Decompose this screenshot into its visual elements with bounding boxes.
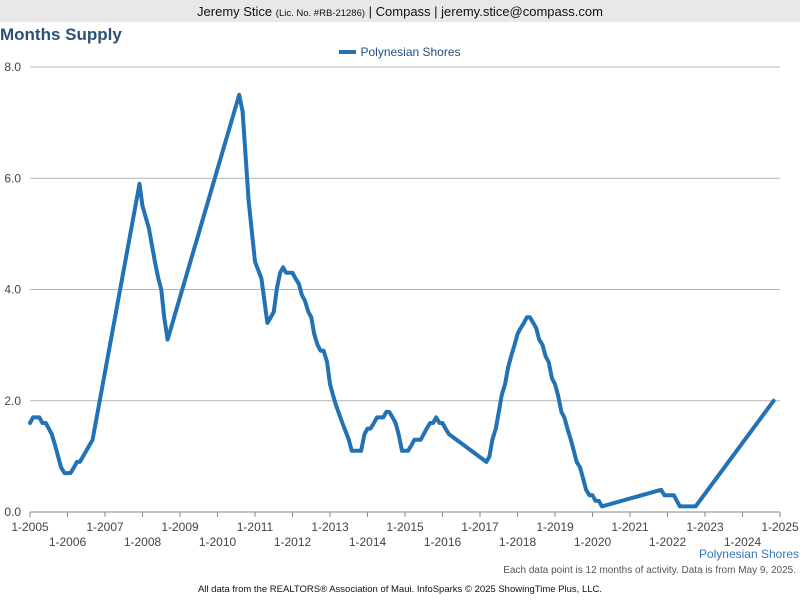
x-tick-label: 1-2005: [11, 520, 49, 534]
x-tick-label: 1-2009: [161, 520, 199, 534]
x-tick-label: 1-2022: [649, 535, 687, 549]
x-tick-label: 1-2006: [49, 535, 87, 549]
data-note: Each data point is 12 months of activity…: [503, 565, 796, 576]
x-tick-label: 1-2010: [199, 535, 237, 549]
x-tick-label: 1-2024: [724, 535, 762, 549]
agent-name: Jeremy Stice: [197, 4, 273, 19]
x-tick-label: 1-2018: [499, 535, 537, 549]
x-tick-label: 1-2007: [86, 520, 124, 534]
x-tick-label: 1-2025: [761, 520, 799, 534]
legend-label: Polynesian Shores: [360, 45, 461, 59]
chart-legend[interactable]: Polynesian Shores: [0, 45, 800, 59]
y-tick-label: 2.0: [4, 394, 21, 408]
legend-swatch: [339, 49, 357, 54]
agent-email[interactable]: jeremy.stice@compass.com: [441, 4, 603, 19]
agent-header: Jeremy Stice (Lic. No. #RB-21286) | Comp…: [0, 0, 800, 22]
x-tick-label: 1-2019: [536, 520, 574, 534]
x-tick-label: 1-2008: [124, 535, 162, 549]
x-tick-label: 1-2011: [237, 520, 274, 534]
x-tick-label: 1-2017: [461, 520, 499, 534]
series-corner-label: Polynesian Shores: [698, 547, 799, 561]
company-name: | Compass |: [368, 4, 438, 19]
x-tick-label: 1-2015: [386, 520, 424, 534]
x-tick-label: 1-2014: [349, 535, 387, 549]
license-number: (Lic. No. #RB-21286): [275, 8, 366, 19]
x-tick-label: 1-2023: [686, 520, 724, 534]
x-tick-label: 1-2021: [611, 520, 649, 534]
x-tick-label: 1-2012: [274, 535, 312, 549]
y-tick-label: 0.0: [4, 505, 21, 519]
y-tick-label: 6.0: [4, 171, 21, 185]
footer-credits: All data from the REALTORS® Association …: [197, 584, 603, 595]
x-tick-label: 1-2013: [311, 520, 349, 534]
x-tick-label: 1-2016: [424, 535, 462, 549]
chart-title: Months Supply: [0, 25, 122, 44]
y-tick-label: 4.0: [4, 283, 21, 297]
x-tick-label: 1-2020: [574, 535, 612, 549]
y-tick-label: 8.0: [4, 60, 21, 74]
series-line: [28, 92, 776, 509]
